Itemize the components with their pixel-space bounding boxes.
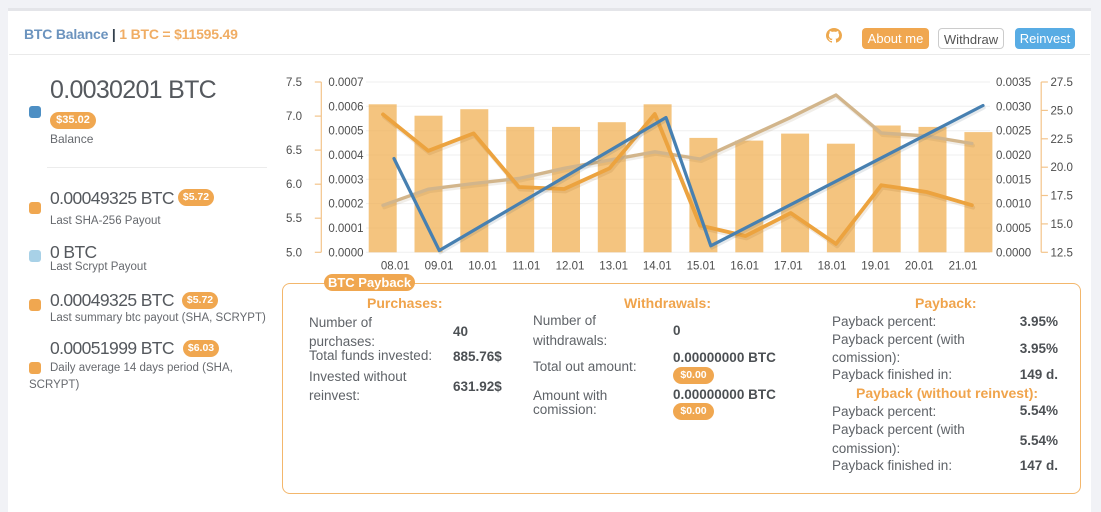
svg-text:0.0002: 0.0002: [328, 199, 363, 211]
svg-text:22.5: 22.5: [1051, 134, 1073, 146]
svg-text:16.01: 16.01: [730, 261, 759, 273]
svg-text:6.5: 6.5: [286, 145, 302, 157]
svg-text:7.5: 7.5: [286, 77, 302, 89]
svg-text:0.0000: 0.0000: [328, 247, 363, 259]
svg-text:13.01: 13.01: [599, 261, 628, 273]
svg-text:0.0035: 0.0035: [996, 77, 1031, 89]
svg-text:12.01: 12.01: [556, 261, 585, 273]
svg-text:0.0020: 0.0020: [996, 150, 1031, 162]
svg-text:6.0: 6.0: [286, 179, 302, 191]
svg-text:5.5: 5.5: [286, 213, 302, 225]
svg-text:17.01: 17.01: [774, 261, 803, 273]
svg-text:11.01: 11.01: [512, 261, 540, 273]
svg-text:0.0005: 0.0005: [996, 223, 1031, 235]
svg-text:19.01: 19.01: [861, 261, 890, 273]
svg-text:0.0006: 0.0006: [328, 101, 363, 113]
svg-text:0.0005: 0.0005: [328, 126, 363, 138]
svg-text:0.0001: 0.0001: [328, 223, 363, 235]
svg-text:08.01: 08.01: [381, 261, 410, 273]
svg-text:0.0004: 0.0004: [328, 150, 364, 162]
svg-text:0.0030: 0.0030: [996, 101, 1031, 113]
svg-text:0.0010: 0.0010: [996, 199, 1031, 211]
svg-text:15.0: 15.0: [1051, 219, 1073, 231]
svg-text:12.5: 12.5: [1051, 247, 1073, 259]
svg-text:09.01: 09.01: [425, 261, 454, 273]
svg-text:0.0007: 0.0007: [328, 77, 363, 89]
svg-text:0.0025: 0.0025: [996, 126, 1031, 138]
svg-text:17.5: 17.5: [1051, 191, 1073, 203]
svg-text:15.01: 15.01: [687, 261, 716, 273]
svg-text:7.0: 7.0: [286, 111, 302, 123]
svg-text:0.0003: 0.0003: [328, 174, 363, 186]
svg-text:25.0: 25.0: [1051, 105, 1073, 117]
svg-text:20.0: 20.0: [1051, 162, 1073, 174]
svg-text:0.0000: 0.0000: [996, 247, 1031, 259]
svg-text:27.5: 27.5: [1051, 77, 1073, 89]
svg-text:21.01: 21.01: [949, 261, 978, 273]
svg-text:20.01: 20.01: [905, 261, 934, 273]
svg-text:18.01: 18.01: [818, 261, 847, 273]
svg-text:14.01: 14.01: [643, 261, 672, 273]
svg-text:0.0015: 0.0015: [996, 174, 1031, 186]
svg-text:10.01: 10.01: [468, 261, 497, 273]
svg-text:5.0: 5.0: [286, 247, 302, 259]
